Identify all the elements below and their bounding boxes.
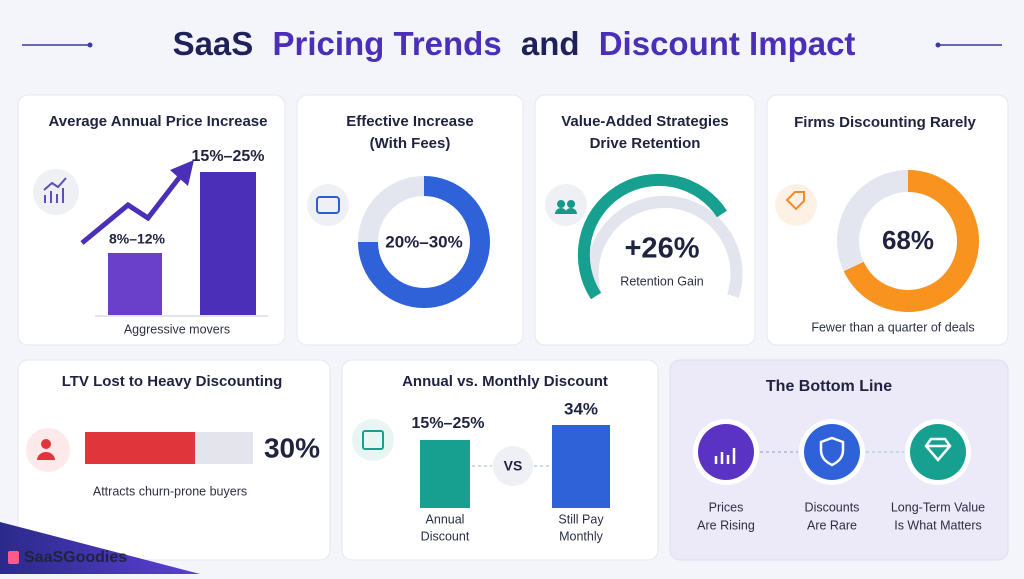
title-part: and <box>521 25 580 62</box>
donut-label: 20%–30% <box>385 232 463 251</box>
icon-user <box>41 439 51 449</box>
card-title: Firms Discounting Rarely <box>794 114 976 131</box>
bar-high <box>200 172 256 315</box>
bar-low <box>108 253 162 315</box>
step-label: Prices <box>709 500 744 514</box>
header-dot <box>935 42 941 48</box>
gauge-label: +26% <box>625 233 700 265</box>
step-label: Long-Term Value <box>891 500 985 514</box>
step-label: Discounts <box>805 500 860 514</box>
trend-arrow <box>80 172 184 245</box>
step-circle <box>910 424 966 480</box>
gauge-track <box>586 195 743 298</box>
card-title: Drive Retention <box>590 135 701 152</box>
card-title: Value-Added Strategies <box>561 113 729 130</box>
donut-arc <box>358 176 490 308</box>
card-title: LTV Lost to Heavy Discounting <box>62 373 283 390</box>
monthly-label: 34% <box>564 399 598 418</box>
caption: Aggressive movers <box>124 322 230 336</box>
vs-bg <box>493 446 533 486</box>
donut-label: 68% <box>882 225 934 255</box>
icon-bg <box>352 419 394 461</box>
donut-arc <box>843 170 979 312</box>
bar-annual <box>420 440 470 508</box>
ltv-label: 30% <box>264 432 320 463</box>
step-circle <box>698 424 754 480</box>
title-part: Pricing Trends <box>272 25 501 62</box>
step-label: Are Rare <box>807 518 857 532</box>
step-circle <box>804 424 860 480</box>
gauge-arc <box>577 173 728 300</box>
high-label: 15%–25% <box>192 148 265 165</box>
icon-bg <box>26 428 70 472</box>
icon-bg <box>33 169 79 215</box>
icon-shield <box>819 436 845 467</box>
icon-diamond <box>924 437 952 462</box>
bar-fill <box>85 432 195 464</box>
bar-monthly <box>552 425 610 508</box>
icon-wallet <box>316 196 340 214</box>
card-title: Effective Increase <box>346 113 474 130</box>
arrow-head <box>170 160 194 186</box>
icon-bg <box>775 184 817 226</box>
annual-label: 15%–25% <box>412 415 485 432</box>
step-label: Is What Matters <box>894 518 982 532</box>
caption: Still Pay <box>558 512 604 526</box>
step-label: Are Rising <box>697 518 755 532</box>
header-dot <box>87 42 93 48</box>
icon-calendar <box>362 430 384 450</box>
icon-people <box>555 200 577 215</box>
card-title: Annual vs. Monthly Discount <box>402 373 608 390</box>
caption: Monthly <box>559 529 604 543</box>
vs: VS <box>504 458 523 474</box>
caption: Annual <box>426 512 465 526</box>
caption: Fewer than a quarter of deals <box>811 320 974 334</box>
icon-chart <box>714 448 736 464</box>
title-part: Discount Impact <box>599 25 856 62</box>
brand: SaaSGoodies <box>24 549 127 566</box>
card-title: (With Fees) <box>370 135 451 152</box>
page-title: SaaS Pricing Trends and Discount Impact <box>173 25 856 62</box>
title-part: SaaS <box>173 25 254 62</box>
icon-bg <box>307 184 349 226</box>
footer-band <box>0 522 200 574</box>
card-title: Average Annual Price Increase <box>49 113 268 130</box>
low-label: 8%–12% <box>109 231 166 247</box>
caption: Discount <box>421 529 470 543</box>
icon-tag <box>785 191 805 211</box>
icon-bg <box>545 184 587 226</box>
card-title: The Bottom Line <box>766 378 892 395</box>
caption: Attracts churn-prone buyers <box>93 484 247 498</box>
logo-mark <box>8 551 19 564</box>
icon-user <box>37 452 55 460</box>
icon-chart <box>43 177 67 203</box>
caption: Retention Gain <box>620 274 703 288</box>
